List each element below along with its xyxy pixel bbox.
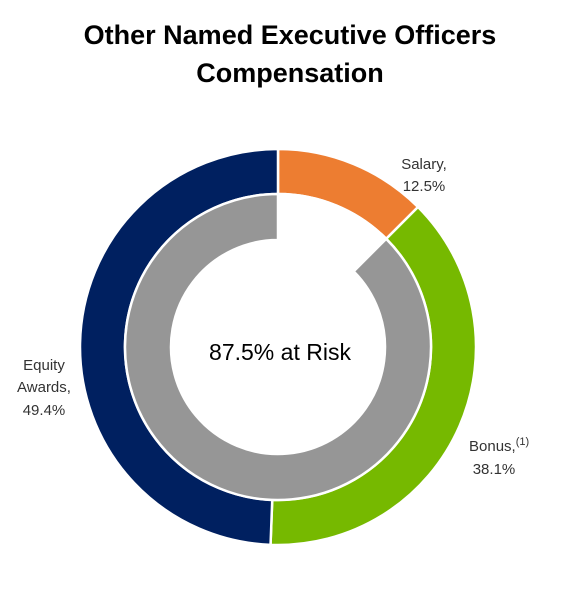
equity-value-label: 49.4% [23,402,66,419]
chart-title-line-2: Compensation [196,58,384,88]
inner-slice-at-risk [123,192,433,502]
equity-label-line-1: Equity [23,357,65,374]
bonus-value-label: 38.1% [473,461,516,478]
inner-ring [123,192,433,502]
salary-label: Salary, [401,156,447,173]
equity-label-line-2: Awards, [17,379,71,396]
chart-title-line-1: Other Named Executive Officers [83,20,497,50]
salary-value-label: 12.5% [403,178,446,195]
bonus-label: Bonus,(1) [469,436,529,455]
bonus-name: Bonus, [469,438,516,455]
center-label: 87.5% at Risk [209,339,351,365]
salary-name: Salary, [401,156,447,173]
bonus-footnote: (1) [516,436,529,448]
chart-title: Other Named Executive Officers Compensat… [0,16,580,92]
